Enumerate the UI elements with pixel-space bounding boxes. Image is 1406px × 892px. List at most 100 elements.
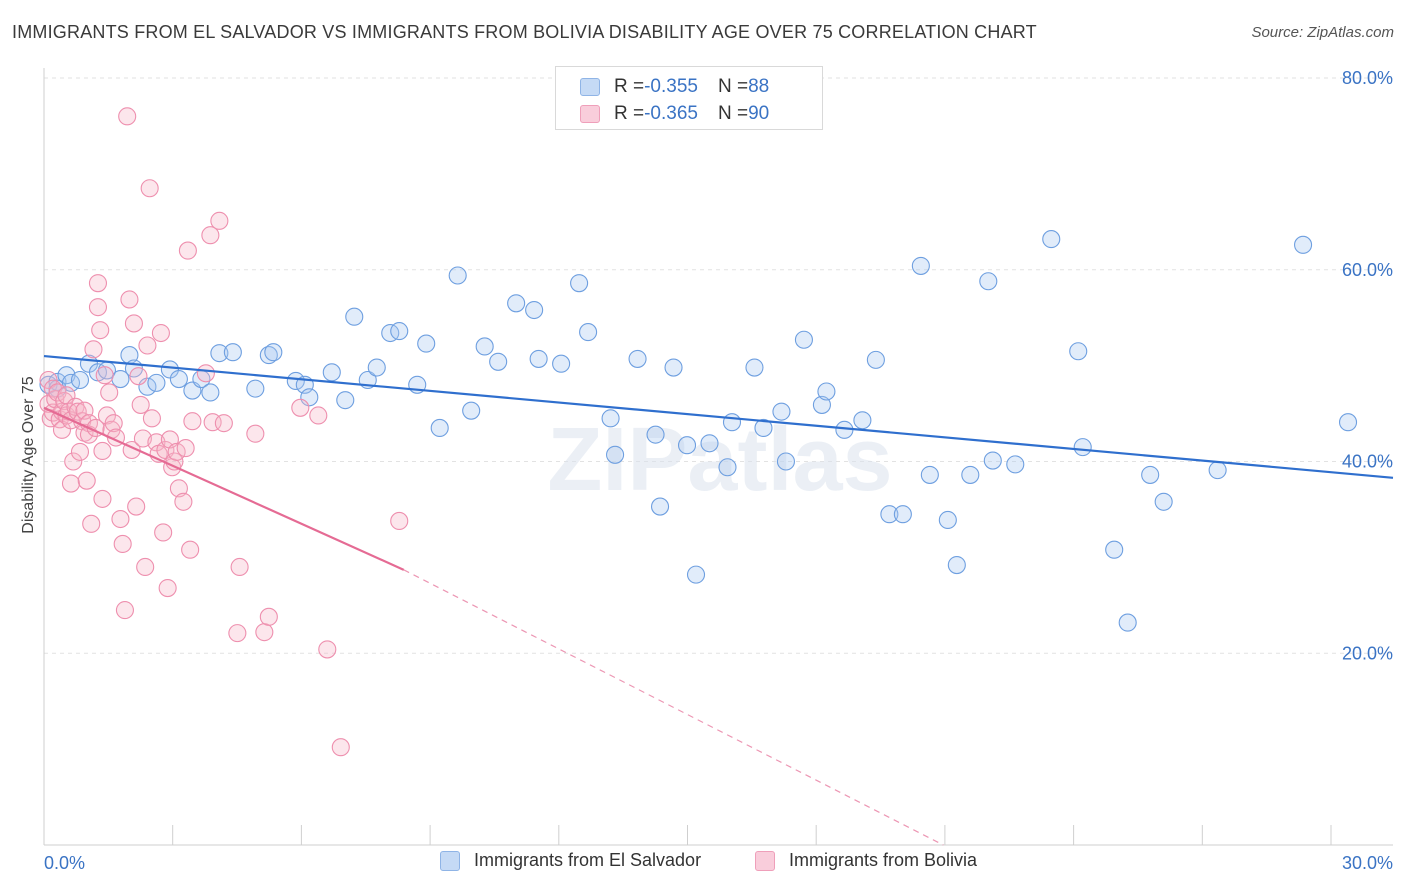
data-point <box>1042 230 1061 249</box>
data-point <box>754 418 773 437</box>
y-tick-label: 60.0% <box>1342 260 1393 280</box>
x-tick-label-max: 30.0% <box>1342 853 1393 873</box>
bottom-legend-swatch-el-salvador <box>440 850 460 871</box>
data-point <box>650 497 670 516</box>
data-point <box>214 414 233 433</box>
data-point <box>129 367 148 386</box>
data-point <box>70 370 90 390</box>
legend-n-value: 88 <box>748 76 770 97</box>
data-point <box>169 479 188 498</box>
data-point <box>138 336 157 355</box>
data-point <box>113 534 132 554</box>
data-point <box>131 395 150 414</box>
data-point <box>961 465 980 484</box>
data-point <box>120 290 139 309</box>
y-tick-label: 20.0% <box>1342 643 1393 663</box>
data-point <box>183 412 202 431</box>
data-point <box>169 369 188 389</box>
data-point <box>68 402 87 421</box>
data-point <box>70 442 90 461</box>
trend-line-series-1 <box>43 406 405 571</box>
data-point <box>336 391 355 410</box>
data-point <box>1105 540 1124 559</box>
legend-r-label: R = <box>614 103 645 124</box>
data-point <box>178 241 197 260</box>
data-point <box>1006 455 1025 474</box>
data-point <box>124 314 143 333</box>
bottom-legend-swatch-bolivia <box>755 850 775 871</box>
data-point <box>817 382 836 401</box>
data-point <box>381 323 400 343</box>
data-point <box>552 354 571 373</box>
data-point <box>1073 438 1092 457</box>
data-point <box>893 505 912 524</box>
data-point <box>286 371 305 391</box>
data-point <box>601 409 620 428</box>
data-point <box>118 107 137 126</box>
data-point <box>812 395 831 414</box>
data-point <box>133 429 152 448</box>
data-point <box>210 211 229 230</box>
data-point <box>154 523 173 542</box>
data-point <box>1069 342 1088 361</box>
data-point <box>475 337 494 356</box>
data-point <box>880 505 899 524</box>
data-point <box>628 349 647 368</box>
data-point <box>606 445 625 464</box>
data-point <box>255 623 274 642</box>
data-point <box>77 471 96 490</box>
data-point <box>111 509 130 529</box>
data-point <box>367 358 386 377</box>
trend-lines <box>43 354 1394 846</box>
data-point <box>147 373 166 392</box>
y-axis-tick-labels: 20.0% 40.0% 60.0% 80.0% <box>1342 68 1393 663</box>
data-point <box>318 640 337 659</box>
data-point <box>1118 613 1137 632</box>
x-tick-label-min: 0.0% <box>44 853 85 873</box>
data-point <box>866 350 885 369</box>
data-point <box>722 413 742 432</box>
data-point <box>776 452 796 471</box>
data-point <box>158 579 177 598</box>
data-point <box>462 401 481 420</box>
data-point <box>88 274 108 293</box>
data-point <box>686 565 706 584</box>
data-point <box>345 307 364 326</box>
data-point <box>664 358 683 377</box>
data-point <box>920 465 939 484</box>
chart-title: IMMIGRANTS FROM EL SALVADOR VS IMMIGRANT… <box>12 22 1037 42</box>
data-point <box>174 492 193 511</box>
x-axis-ticks <box>43 825 1332 845</box>
data-point <box>390 511 409 530</box>
data-point <box>201 226 220 245</box>
data-point <box>1141 465 1160 484</box>
data-point <box>167 442 186 461</box>
data-point <box>259 607 278 626</box>
data-point <box>390 322 409 341</box>
data-point <box>1154 492 1173 511</box>
legend-n-label: N = <box>717 76 749 97</box>
chart-source: Source: ZipAtlas.com <box>1251 24 1394 41</box>
data-point <box>489 352 508 371</box>
data-point <box>142 409 161 428</box>
stats-legend: R = -0.355 N = 88 R = -0.365 N = 90 <box>555 66 823 130</box>
data-point <box>246 379 265 398</box>
data-point <box>104 414 123 433</box>
data-point <box>91 321 110 340</box>
data-point <box>938 510 957 530</box>
data-point <box>911 256 930 275</box>
data-point <box>201 383 220 402</box>
data-point <box>39 370 58 390</box>
data-point <box>1338 413 1358 432</box>
data-point <box>140 179 159 198</box>
data-point <box>322 363 341 382</box>
data-point <box>309 406 328 425</box>
y-tick-label: 40.0% <box>1342 452 1393 472</box>
data-point <box>853 411 872 430</box>
data-point <box>93 441 112 461</box>
data-point <box>430 418 449 437</box>
series-bolivia <box>39 107 409 757</box>
data-point <box>228 624 247 643</box>
data-point <box>84 340 103 359</box>
